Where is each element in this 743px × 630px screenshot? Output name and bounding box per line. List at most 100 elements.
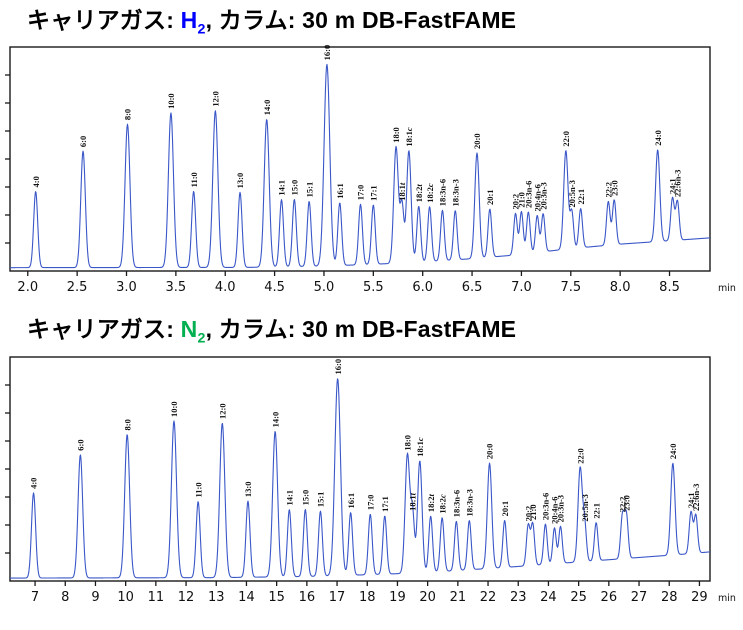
peak-label-20-0: 20:0: [485, 443, 495, 459]
peak-label-18-3n-3: 18:3n-3: [465, 489, 475, 516]
x-tick-label: 2.0: [17, 280, 38, 295]
peak-label-18-2t: 18:2t: [426, 493, 436, 512]
peak-label-15-1: 15:1: [304, 182, 314, 198]
peak-label-18-3n-3: 18:3n-3: [450, 180, 460, 207]
peak-label-6-0: 6:0: [78, 136, 88, 147]
peak-label-24-1: 24:1: [668, 179, 678, 195]
peak-label-12-0: 12:0: [211, 91, 221, 107]
peak-label-18-3n-6: 18:3n-6: [452, 490, 462, 517]
gas-subscript: 2: [197, 21, 206, 38]
x-tick-label: 17: [329, 590, 346, 605]
peak-label-22-6n-3: 22:6n-3: [691, 483, 701, 510]
peak-label-10-0: 10:0: [169, 401, 179, 417]
x-tick-label: 19: [389, 590, 406, 605]
title-suffix: , カラム: 30 m DB-FastFAME: [205, 7, 517, 33]
x-tick-label: 23: [510, 590, 527, 605]
peak-label-13-0: 13:0: [235, 173, 245, 189]
x-tick-label: 7: [31, 590, 39, 605]
peak-label-16-1: 16:1: [346, 493, 356, 509]
x-tick-label: 10: [117, 590, 134, 605]
peak-label-17-1: 17:1: [369, 186, 379, 202]
x-tick-label: 8.0: [610, 280, 631, 295]
x-tick-label: 8: [61, 590, 69, 605]
peak-label-17-1: 17:1: [380, 496, 390, 512]
peak-label-15-0: 15:0: [301, 490, 311, 506]
x-tick-label: 25: [570, 590, 587, 605]
peak-label-12-0: 12:0: [217, 403, 227, 419]
x-tick-label: 15: [268, 590, 285, 605]
x-tick-label: 5.0: [314, 280, 335, 295]
peak-label-18-3n-6: 18:3n-6: [438, 179, 448, 206]
x-tick-label: 13: [208, 590, 225, 605]
plot-frame: [9, 356, 711, 582]
peak-label-20-3n-3: 20:3n-3: [556, 495, 566, 522]
x-tick-label: 14: [238, 590, 255, 605]
peak-label-20-4n-6: 20:4n-6: [532, 184, 542, 211]
peak-label-22-1: 22:1: [576, 189, 586, 205]
peak-label-24-1: 24:1: [686, 492, 696, 508]
peak-label-11-0: 11:0: [189, 173, 199, 188]
chromatogram-h2-plot: 2.0 2.5 3.0 3.5 4.0 4.5 5.0 5.5 6.0 6.5 7.0 7.5 8.0 8…: [5, 45, 736, 295]
x-tick-label: 9: [91, 590, 99, 605]
gas-symbol-n2: N2: [180, 316, 206, 348]
peak-label-22-1: 22:1: [591, 503, 601, 519]
peak-label-18-1c: 18:1c: [415, 437, 425, 457]
peak-label-8-0: 8:0: [122, 419, 132, 430]
x-tick-label: 28: [661, 590, 678, 605]
peak-label-18-2t: 18:2t: [414, 184, 424, 203]
peak-label-16-0: 16:0: [333, 359, 343, 375]
peak-label-16-0: 16:0: [322, 45, 332, 61]
peak-label-23-0: 23:0: [609, 181, 619, 197]
peak-label-18-1t: 18:1t: [397, 183, 407, 202]
peak-label-14-1: 14:1: [285, 490, 295, 506]
x-tick-label: 6.0: [412, 280, 433, 295]
chromatogram-n2-block: キャリアガス: N2, カラム: 30 m DB-FastFAME 7 8 9 10 1…: [0, 315, 743, 608]
x-tick-label: 21: [450, 590, 467, 605]
gas-symbol-h2: H2: [180, 7, 206, 38]
x-tick-label: 8.5: [659, 280, 680, 295]
peak-label-18-0: 18:0: [391, 128, 401, 144]
peak-label-6-0: 6:0: [76, 439, 86, 450]
chromatogram-trace: [9, 64, 711, 269]
peak-label-22-2: 22:2: [604, 182, 614, 198]
chart-title-n2: キャリアガス: N2, カラム: 30 m DB-FastFAME: [27, 315, 743, 348]
x-tick-label: 7.0: [511, 280, 532, 295]
page: キャリアガス: H2, カラム: 30 m DB-FastFAME 2.0 2.5…: [0, 6, 743, 609]
peak-label-20-3n-3: 20:3n-3: [538, 183, 548, 210]
peak-label-22-0: 22:0: [575, 448, 585, 464]
peak-label-22-0: 22:0: [561, 131, 571, 147]
peak-label-16-1: 16:1: [335, 184, 345, 200]
peak-label-8-0: 8:0: [123, 109, 133, 120]
peak-label-15-0: 15:0: [290, 180, 300, 196]
peak-label-18-1c: 18:1c: [404, 127, 414, 147]
x-tick-label: 7.5: [560, 280, 581, 295]
peak-label-18-1t: 18:1t: [408, 492, 418, 511]
x-tick-label: 29: [691, 590, 708, 605]
x-axis-unit: min: [718, 283, 736, 294]
x-tick-label: 3.0: [116, 280, 137, 295]
peak-label-10-0: 10:0: [166, 94, 176, 110]
x-tick-label: 12: [178, 590, 195, 605]
x-tick-label: 4.5: [264, 280, 285, 295]
peak-label-22-6n-3: 22:6n-3: [673, 170, 683, 197]
x-tick-label: 26: [601, 590, 618, 605]
title-prefix: キャリアガス:: [27, 316, 181, 343]
gas-subscript: 2: [197, 331, 206, 348]
peak-label-18-2c: 18:2c: [437, 494, 447, 514]
peak-label-21-0: 21:0: [528, 504, 538, 520]
x-tick-label: 3.5: [166, 280, 187, 295]
peak-label-20-5n-3: 20:5n-3: [580, 494, 590, 521]
peak-label-24-0: 24:0: [668, 443, 678, 459]
chart-title-h2: キャリアガス: H2, カラム: 30 m DB-FastFAME: [27, 6, 743, 39]
peak-label-20-1: 20:1: [500, 501, 510, 517]
peak-label-14-0: 14:0: [262, 100, 272, 116]
chromatogram-trace: [9, 378, 711, 579]
peak-label-20-5n-3: 20:5n-3: [567, 181, 577, 208]
peak-label-20-1: 20:1: [485, 190, 495, 206]
peak-label-20-4n-6: 20:4n-6: [550, 496, 560, 523]
peak-label-14-0: 14:0: [270, 412, 280, 428]
peak-label-15-1: 15:1: [316, 491, 326, 507]
peak-label-20-0: 20:0: [472, 134, 482, 150]
chromatogram-n2-plot: 7 8 9 10 11 12 13 14 15 16 17 18 19 20 21 22 23 24 25 26 27 2…: [5, 356, 736, 605]
x-tick-label: 6.5: [462, 280, 483, 295]
